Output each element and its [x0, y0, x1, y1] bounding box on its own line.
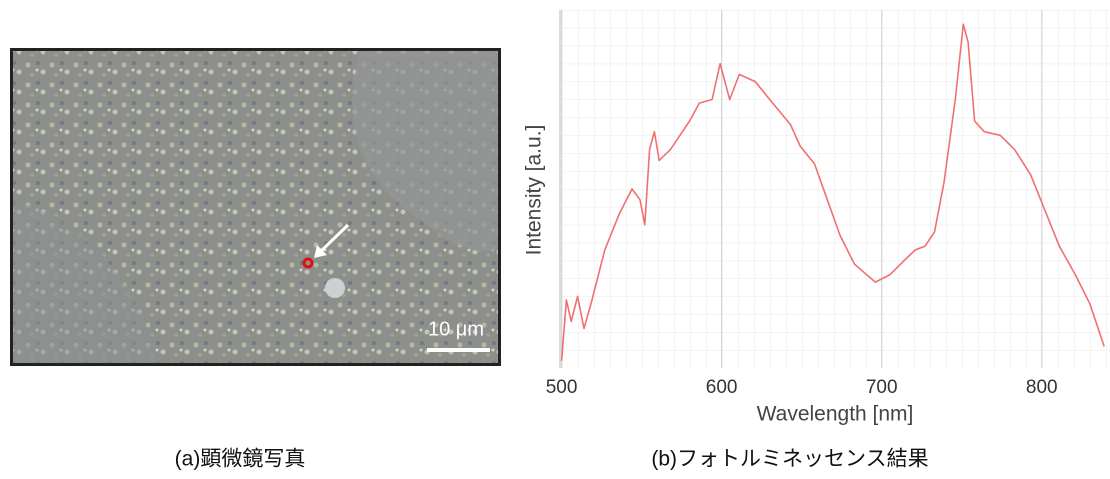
- x-tick-label: 600: [706, 377, 738, 398]
- caption: (a)顕微鏡写真: [175, 448, 306, 471]
- caption: (b)フォトルミネッセンス結果: [651, 448, 928, 471]
- x-tick-label: 700: [866, 377, 898, 398]
- spectrum-line: [560, 23, 1105, 361]
- measure-spot: [302, 257, 314, 269]
- arrow: [316, 223, 350, 256]
- x-tick-label: 500: [546, 377, 578, 398]
- arrow-head: [314, 245, 327, 258]
- photo-region: [13, 200, 160, 363]
- minor-grid: [562, 10, 1110, 368]
- y-axis-label: Intensity [a.u.]: [523, 125, 546, 256]
- photo-region: [352, 51, 498, 252]
- scale-label: 10 μm: [428, 318, 484, 340]
- x-axis-label: Wavelength [nm]: [757, 403, 914, 426]
- x-tick-label: 800: [1026, 377, 1058, 398]
- photo-particle: [325, 278, 345, 298]
- micrograph: 10 μm (a)顕微鏡写真: [10, 48, 501, 471]
